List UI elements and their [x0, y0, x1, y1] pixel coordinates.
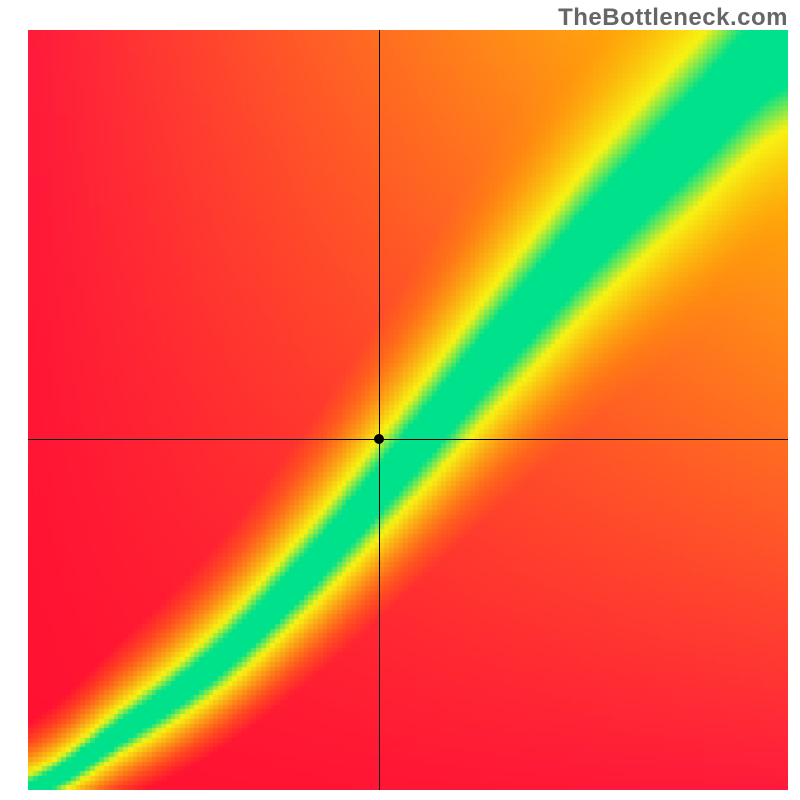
crosshair-vertical — [379, 30, 380, 790]
crosshair-horizontal — [28, 439, 788, 440]
chart-container: TheBottleneck.com — [0, 0, 800, 800]
marker-dot — [374, 434, 384, 444]
plot-area — [28, 30, 788, 790]
watermark-text: TheBottleneck.com — [558, 4, 788, 32]
heatmap-canvas — [28, 30, 788, 790]
